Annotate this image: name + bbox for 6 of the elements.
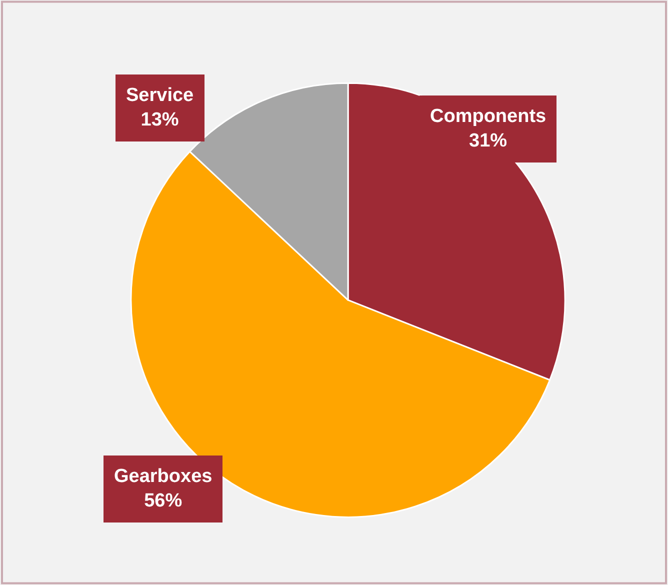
data-label: 13%	[140, 110, 179, 131]
slice-label: Gearboxes	[114, 466, 212, 487]
data-label: 31%	[469, 130, 508, 152]
data-label: 56%	[144, 490, 182, 512]
slice-label: Components	[430, 106, 546, 127]
slice-label: Service	[126, 85, 194, 106]
